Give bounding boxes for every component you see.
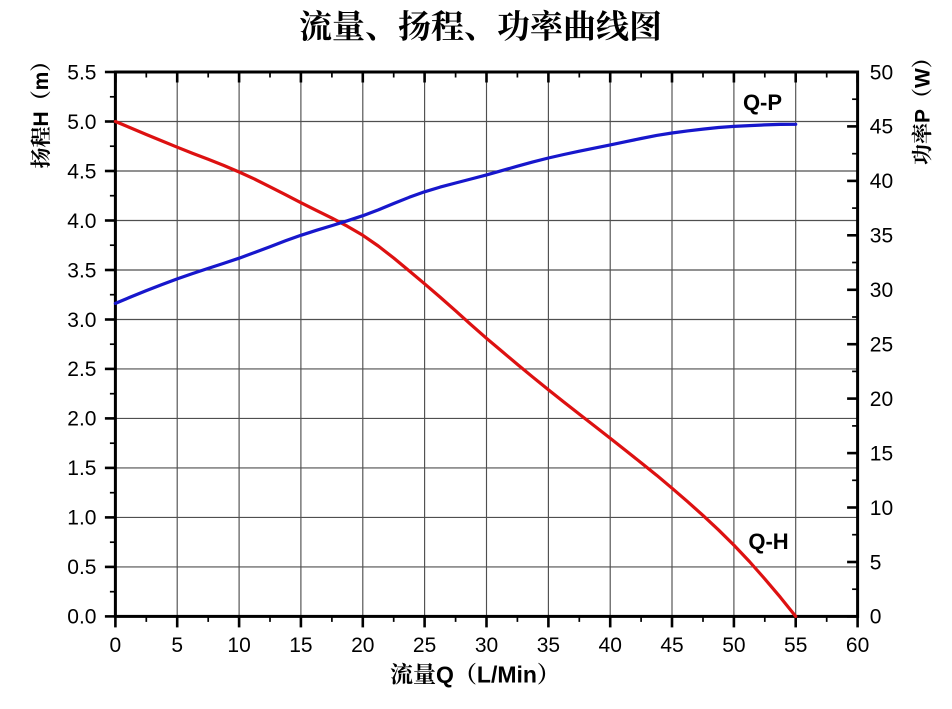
svg-text:30: 30 <box>870 279 893 302</box>
svg-text:Q: Q <box>436 661 454 687</box>
svg-text:60: 60 <box>846 634 869 657</box>
svg-text:25: 25 <box>413 634 436 657</box>
svg-text:40: 40 <box>870 170 893 193</box>
svg-text:1.5: 1.5 <box>67 457 96 480</box>
svg-text:25: 25 <box>870 334 893 357</box>
svg-text:1.0: 1.0 <box>67 507 96 530</box>
svg-text:0: 0 <box>870 606 882 629</box>
svg-text:0: 0 <box>110 634 122 657</box>
svg-text:H: H <box>30 111 53 126</box>
svg-text:45: 45 <box>660 634 683 657</box>
svg-text:5: 5 <box>870 551 882 574</box>
svg-text:L/Min: L/Min <box>477 661 537 687</box>
svg-text:45: 45 <box>870 116 893 139</box>
svg-text:35: 35 <box>870 225 893 248</box>
svg-text:2.0: 2.0 <box>67 408 96 431</box>
svg-text:P: P <box>912 109 935 123</box>
svg-text:2.5: 2.5 <box>67 358 96 381</box>
svg-text:10: 10 <box>227 634 250 657</box>
svg-text:50: 50 <box>870 61 893 84</box>
svg-text:5.5: 5.5 <box>67 61 96 84</box>
svg-text:30: 30 <box>475 634 498 657</box>
svg-text:m: m <box>30 72 53 91</box>
svg-text:5.0: 5.0 <box>67 111 96 134</box>
svg-text:4.0: 4.0 <box>67 210 96 233</box>
svg-text:Q-P: Q-P <box>743 90 782 115</box>
svg-text:40: 40 <box>599 634 622 657</box>
svg-text:3.5: 3.5 <box>67 259 96 282</box>
svg-text:20: 20 <box>870 388 893 411</box>
svg-text:50: 50 <box>722 634 745 657</box>
svg-text:55: 55 <box>784 634 807 657</box>
svg-text:10: 10 <box>870 497 893 520</box>
svg-text:0.5: 0.5 <box>67 556 96 579</box>
svg-text:3.0: 3.0 <box>67 309 96 332</box>
svg-text:35: 35 <box>537 634 560 657</box>
svg-text:Q-H: Q-H <box>748 529 788 554</box>
svg-text:4.5: 4.5 <box>67 160 96 183</box>
svg-text:15: 15 <box>289 634 312 657</box>
svg-text:20: 20 <box>351 634 374 657</box>
svg-text:5: 5 <box>171 634 183 657</box>
svg-text:15: 15 <box>870 442 893 465</box>
svg-text:0.0: 0.0 <box>67 606 96 629</box>
svg-text:W: W <box>912 68 935 88</box>
